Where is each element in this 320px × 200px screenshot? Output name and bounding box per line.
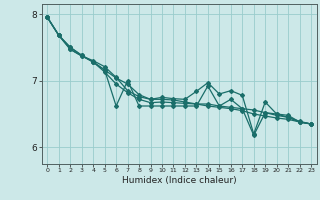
X-axis label: Humidex (Indice chaleur): Humidex (Indice chaleur) (122, 176, 236, 185)
